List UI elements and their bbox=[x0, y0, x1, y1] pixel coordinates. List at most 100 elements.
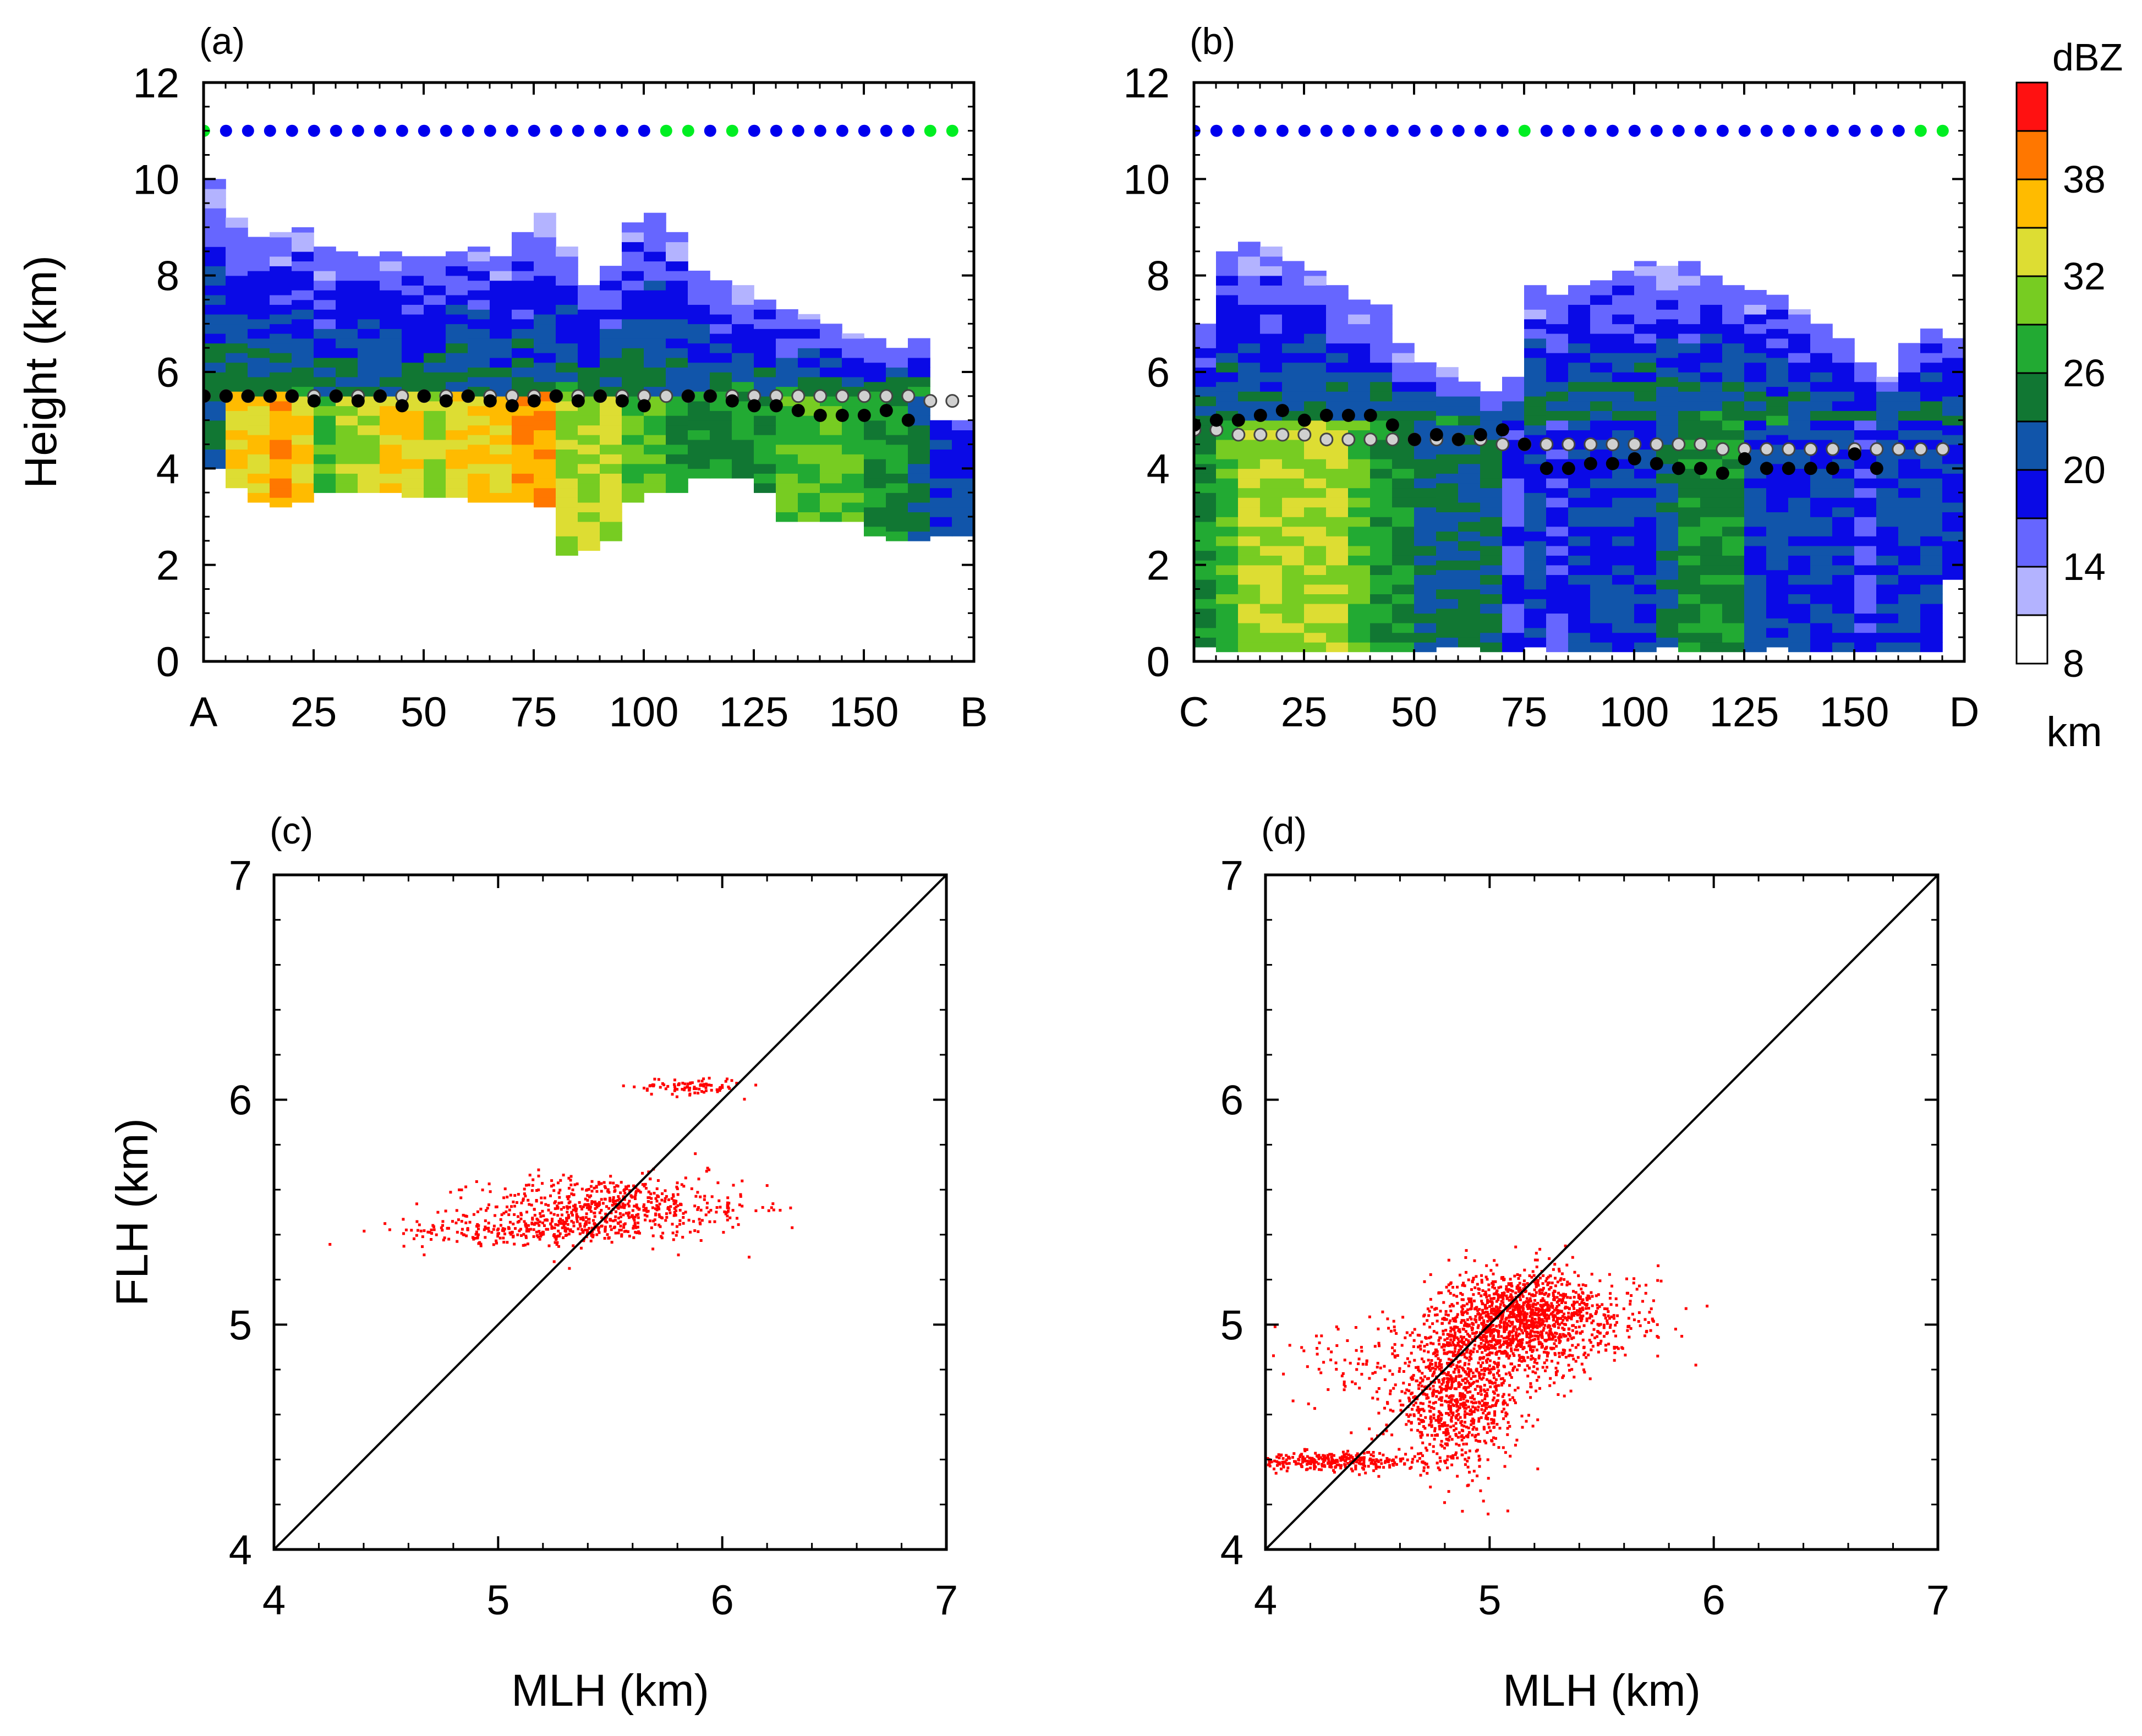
panel-b-cell bbox=[1458, 531, 1481, 541]
panel-b-mlh-marker bbox=[1407, 432, 1421, 446]
panel-d-point bbox=[1522, 1287, 1525, 1290]
panel-d-point bbox=[1489, 1297, 1493, 1300]
panel-c-point bbox=[527, 1184, 530, 1186]
panel-b-cell bbox=[1634, 517, 1657, 527]
panel-c-point bbox=[586, 1203, 589, 1206]
panel-b-cell bbox=[1876, 430, 1899, 440]
panel-a-cell bbox=[512, 299, 534, 310]
panel-b-cell bbox=[1348, 584, 1371, 594]
panel-c-point bbox=[645, 1214, 649, 1218]
panel-c-point bbox=[643, 1213, 647, 1217]
panel-a-cell bbox=[204, 401, 226, 411]
panel-a-cell bbox=[622, 242, 644, 252]
panel-b-cell bbox=[1370, 352, 1393, 363]
panel-a-cell bbox=[490, 290, 512, 300]
panel-a-flh-marker bbox=[857, 389, 872, 403]
panel-d-point bbox=[1503, 1328, 1506, 1331]
panel-a-mlh-marker bbox=[527, 394, 541, 408]
panel-b-cell bbox=[1348, 468, 1371, 479]
panel-c-point bbox=[492, 1228, 495, 1231]
panel-b-cell bbox=[1700, 507, 1723, 517]
panel-a-cell bbox=[930, 488, 952, 498]
panel-d-point bbox=[1583, 1371, 1586, 1374]
panel-a-cell bbox=[776, 367, 798, 377]
panel-d-point bbox=[1487, 1405, 1491, 1408]
panel-d-point bbox=[1517, 1310, 1520, 1313]
panel-b-cell bbox=[1414, 372, 1437, 382]
panel-b-cell bbox=[1634, 314, 1657, 325]
panel-a-cell bbox=[952, 497, 974, 508]
panel-b-cell bbox=[1568, 362, 1591, 373]
panel-b-cell bbox=[1854, 401, 1877, 411]
panel-d-point bbox=[1467, 1339, 1470, 1343]
panel-c-point bbox=[673, 1078, 676, 1082]
panel-c-point bbox=[716, 1090, 719, 1093]
panel-c-point bbox=[618, 1229, 621, 1232]
panel-d-point bbox=[1541, 1282, 1544, 1285]
panel-c-point bbox=[697, 1092, 700, 1095]
panel-c-point bbox=[464, 1214, 467, 1218]
panel-b-cell bbox=[1722, 497, 1745, 508]
panel-d-point bbox=[1563, 1335, 1566, 1338]
panel-c-point bbox=[649, 1192, 653, 1196]
panel-b-cell bbox=[1700, 430, 1723, 440]
panel-a-cell bbox=[776, 512, 798, 522]
panel-d-point bbox=[1467, 1372, 1471, 1376]
panel-a-cell bbox=[446, 381, 468, 392]
panel-a-cell bbox=[380, 299, 402, 310]
panel-a-cell bbox=[798, 454, 820, 464]
panel-c-point bbox=[610, 1211, 613, 1214]
panel-d-point bbox=[1430, 1434, 1433, 1437]
panel-b-flh-marker bbox=[1672, 437, 1686, 451]
panel-b-cell bbox=[1436, 406, 1459, 416]
panel-c-point bbox=[539, 1212, 542, 1215]
panel-a-cell bbox=[842, 444, 864, 454]
panel-a-cell bbox=[688, 343, 710, 353]
panel-a-cell bbox=[534, 439, 556, 450]
panel-d-point bbox=[1536, 1302, 1540, 1305]
panel-d-point bbox=[1519, 1324, 1522, 1327]
panel-b-cell bbox=[1502, 545, 1525, 556]
panel-d-point bbox=[1552, 1315, 1555, 1318]
panel-d-point bbox=[1455, 1336, 1459, 1339]
panel-b-cell bbox=[1678, 507, 1701, 517]
panel-b-cell bbox=[1612, 526, 1635, 536]
panel-d-point bbox=[1459, 1335, 1462, 1338]
panel-a-x-tick-label: A bbox=[190, 689, 218, 736]
panel-b-cell bbox=[1744, 574, 1767, 585]
panel-b-cells bbox=[1194, 242, 1964, 653]
panel-b-flh-marker bbox=[1628, 437, 1642, 451]
panel-b-cell bbox=[1568, 314, 1591, 325]
panel-d-point bbox=[1451, 1377, 1454, 1381]
panel-b-cell bbox=[1766, 637, 1789, 648]
panel-b-cell bbox=[1832, 642, 1855, 653]
panel-d-point bbox=[1560, 1321, 1564, 1324]
panel-a-cell bbox=[402, 381, 424, 392]
panel-b-cell bbox=[1656, 560, 1679, 571]
panel-b-cell bbox=[1260, 352, 1283, 363]
panel-b-cell bbox=[1678, 285, 1701, 295]
panel-c-point bbox=[679, 1203, 682, 1206]
panel-b-cell bbox=[1876, 574, 1899, 585]
panel-d-point bbox=[1571, 1329, 1574, 1332]
panel-c-point bbox=[582, 1217, 585, 1220]
panel-c-point bbox=[633, 1222, 637, 1225]
panel-b-cell bbox=[1436, 560, 1459, 571]
panel-b-cell bbox=[1216, 333, 1239, 344]
panel-d-point bbox=[1522, 1358, 1525, 1361]
panel-b-cell bbox=[1832, 632, 1855, 643]
panel-a-cell bbox=[776, 425, 798, 435]
panel-a-cell bbox=[336, 338, 358, 348]
panel-a-cell bbox=[644, 483, 666, 493]
panel-d-point bbox=[1561, 1315, 1564, 1318]
panel-b-cell bbox=[1744, 555, 1767, 566]
panel-a-cell bbox=[226, 247, 248, 257]
panel-b-cell bbox=[1766, 540, 1789, 551]
panel-a-cell bbox=[204, 227, 226, 238]
panel-c-point bbox=[518, 1220, 521, 1223]
panel-a-cell bbox=[204, 188, 226, 199]
panel-a-mlh-marker bbox=[417, 389, 431, 403]
panel-d-point bbox=[1432, 1384, 1435, 1388]
panel-b-cell bbox=[1260, 333, 1283, 344]
panel-d-point bbox=[1448, 1377, 1451, 1381]
